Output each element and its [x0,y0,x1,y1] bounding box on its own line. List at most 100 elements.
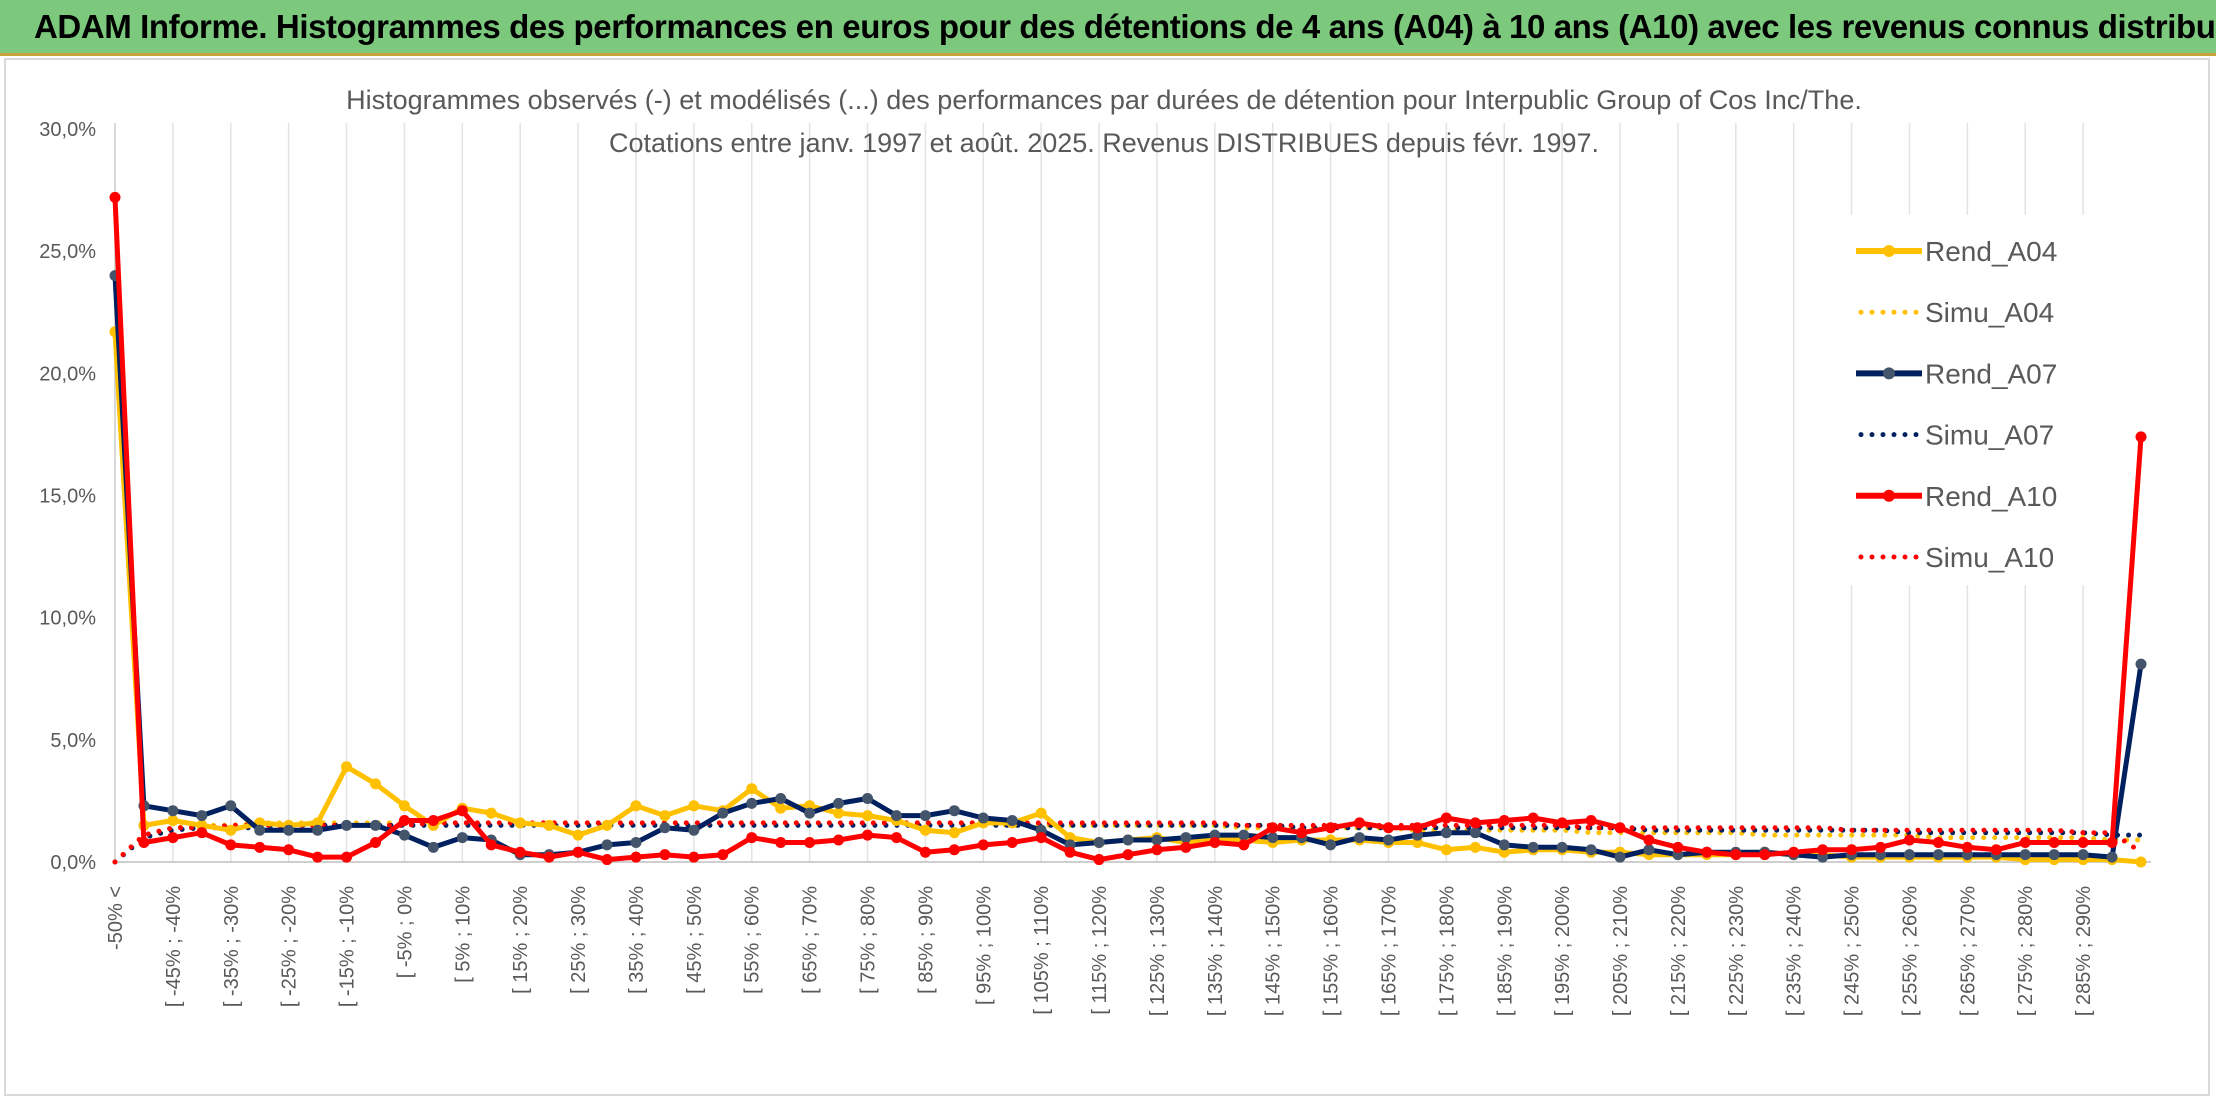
point-rend-a10 [341,851,353,863]
point-rend-a10 [1614,822,1626,834]
legend-label-rend-a07: Rend_A07 [1925,358,2057,389]
point-rend-a10 [1006,836,1018,848]
x-tick-label: [ 65% ; 70% [800,886,822,994]
point-rend-a10 [2106,836,2118,848]
point-rend-a07 [833,797,845,809]
point-rend-a10 [1035,832,1047,844]
point-rend-a10 [601,854,613,866]
chart-subtitle: Cotations entre janv. 1997 et août. 2025… [609,128,1599,158]
point-rend-a10 [1469,817,1481,829]
x-tick-label: [ -35% ; -30% [221,886,243,1007]
x-axis: -50% < [ -45% ; -40% [ -35% ; -30% [ -25% ;… [105,886,2095,1016]
x-tick-label: [ 15% ; 20% [510,886,532,994]
point-rend-a10 [659,849,671,861]
point-rend-a07 [1267,832,1279,844]
legend-label-simu-a07: Simu_A07 [1925,420,2054,451]
y-tick-label: 25,0% [39,241,96,263]
point-rend-a07 [225,800,237,812]
point-rend-a10 [804,836,816,848]
point-rend-a07 [2019,849,2031,861]
point-rend-a07 [1238,829,1250,841]
point-rend-a10 [543,851,555,863]
point-rend-a07 [977,812,989,824]
point-rend-a10 [427,814,439,826]
x-tick-label: [ 85% ; 90% [915,886,937,994]
point-rend-a04 [2135,856,2147,868]
point-rend-a07 [1527,841,1539,853]
line-chart: Histogrammes observés (-) et modélisés (… [39,85,2151,1016]
point-rend-a04 [543,819,555,831]
point-rend-a10 [1875,841,1887,853]
point-rend-a07 [804,807,816,819]
point-rend-a10 [630,851,642,863]
series-line-rend-a07 [112,275,2144,860]
point-rend-a10 [283,844,295,856]
series-simu-a10 [112,820,2144,865]
point-rend-a04 [833,807,845,819]
point-rend-a10 [1498,814,1510,826]
point-rend-a10 [1440,812,1452,824]
x-tick-label: [ 195% ; 200% [1552,886,1574,1016]
x-tick-label: [ 5% ; 10% [452,886,474,983]
point-rend-a04 [225,824,237,836]
point-rend-a07 [341,819,353,831]
point-rend-a04 [601,819,613,831]
point-rend-a10 [1846,844,1858,856]
x-tick-label: [ 275% ; 280% [2015,886,2037,1016]
point-rend-a10 [1527,812,1539,824]
legend-label-rend-a04: Rend_A04 [1925,236,2057,267]
series-rend-a10 [109,191,2147,866]
point-rend-a10 [2077,836,2089,848]
series-rend-a04 [109,326,2147,868]
y-tick-label: 30,0% [39,119,96,141]
point-rend-a07 [1354,832,1366,844]
y-tick-label: 20,0% [39,363,96,385]
x-tick-label: [ 245% ; 250% [1842,886,1864,1016]
point-rend-a07 [1643,844,1655,856]
point-rend-a04 [746,783,758,795]
point-rend-a07 [2048,849,2060,861]
x-tick-label: [ 55% ; 60% [742,886,764,994]
point-rend-a10 [1382,822,1394,834]
point-rend-a07 [369,819,381,831]
point-rend-a10 [688,851,700,863]
point-rend-a10 [977,839,989,851]
point-rend-a10 [225,839,237,851]
point-rend-a10 [312,851,324,863]
point-rend-a04 [369,778,381,790]
point-rend-a04 [167,814,179,826]
legend-label-rend-a10: Rend_A10 [1925,481,2057,512]
point-rend-a07 [283,824,295,836]
point-rend-a07 [1903,849,1915,861]
point-rend-a10 [775,836,787,848]
point-rend-a07 [1556,841,1568,853]
series-line-simu-a10 [112,820,2144,865]
x-tick-label: [ 235% ; 240% [1784,886,1806,1016]
point-rend-a10 [1556,817,1568,829]
point-rend-a10 [572,846,584,858]
point-rend-a07 [2135,658,2147,670]
chart-title: Histogrammes observés (-) et modélisés (… [346,85,1862,115]
point-rend-a10 [1701,846,1713,858]
point-rend-a10 [2048,836,2060,848]
point-rend-a10 [138,836,150,848]
point-rend-a07 [1469,827,1481,839]
point-rend-a07 [717,807,729,819]
point-rend-a07 [456,832,468,844]
point-rend-a10 [862,829,874,841]
point-rend-a07 [1122,834,1134,846]
point-rend-a10 [196,827,208,839]
y-axis: 0,0% 5,0% 10,0% 15,0% 20,0% 25,0% 30,0% [39,119,96,874]
y-tick-label: 10,0% [39,608,96,630]
point-rend-a10 [890,832,902,844]
point-rend-a10 [1122,849,1134,861]
point-rend-a10 [2019,836,2031,848]
legend-box [1848,215,2108,585]
point-rend-a04 [948,827,960,839]
x-tick-label: [ 225% ; 230% [1726,886,1748,1016]
point-rend-a10 [1151,844,1163,856]
point-rend-a04 [1469,841,1481,853]
x-tick-label: [ 215% ; 220% [1668,886,1690,1016]
x-tick-label: [ 75% ; 80% [858,886,880,994]
point-rend-a10 [1325,822,1337,834]
